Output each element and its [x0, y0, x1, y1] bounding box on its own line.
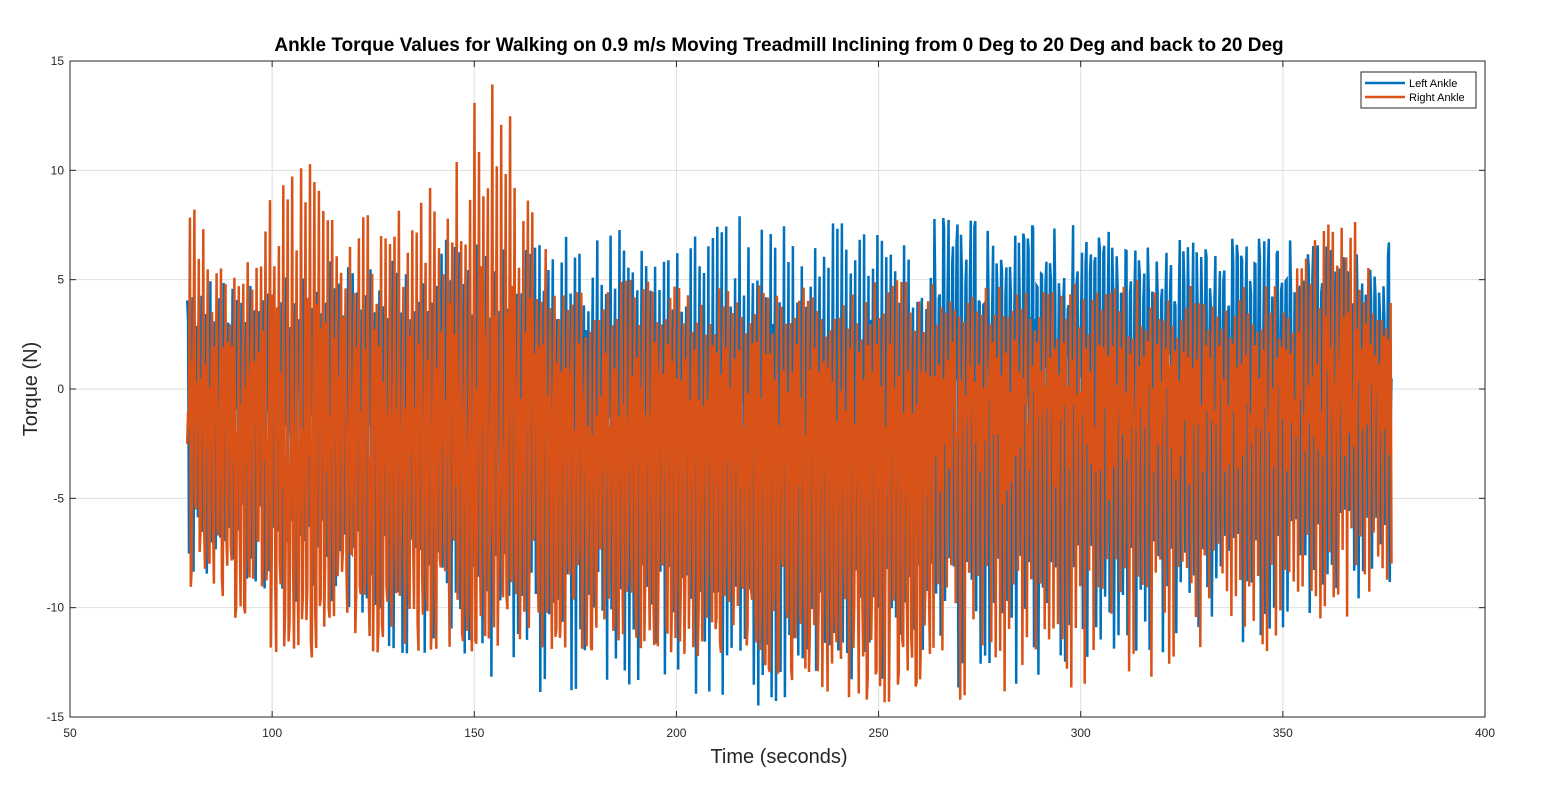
- legend-label: Right Ankle: [1409, 92, 1465, 104]
- chart-title: Ankle Torque Values for Walking on 0.9 m…: [274, 35, 1283, 56]
- x-tick-label: 150: [464, 726, 484, 740]
- y-tick-label: -15: [47, 710, 65, 724]
- y-tick-label: 10: [51, 163, 65, 177]
- y-tick-label: 5: [57, 273, 64, 287]
- x-tick-label: 350: [1273, 726, 1293, 740]
- y-tick-label: -5: [53, 491, 64, 505]
- legend: Left Ankle Right Ankle: [1360, 71, 1477, 109]
- x-tick-label: 100: [262, 726, 282, 740]
- series-layer: [185, 84, 1393, 706]
- x-axis-ticks: 50 100 150 200 250 300 350 400: [63, 61, 1495, 740]
- y-tick-label: 15: [51, 54, 65, 68]
- x-axis-label: Time (seconds): [710, 746, 847, 768]
- x-tick-label: 200: [666, 726, 686, 740]
- x-tick-label: 50: [63, 726, 77, 740]
- x-tick-label: 250: [869, 726, 889, 740]
- series-line-right-ankle: [185, 84, 1393, 703]
- x-tick-label: 400: [1475, 726, 1495, 740]
- x-tick-label: 300: [1071, 726, 1091, 740]
- y-tick-label: -10: [47, 601, 65, 615]
- y-tick-label: 0: [57, 382, 64, 396]
- legend-label: Left Ankle: [1409, 78, 1457, 90]
- y-axis-label: Torque (N): [20, 342, 42, 436]
- y-axis-ticks: -15 -10 -5 0 5 10 15: [47, 54, 1485, 724]
- legend-box: [1360, 71, 1477, 109]
